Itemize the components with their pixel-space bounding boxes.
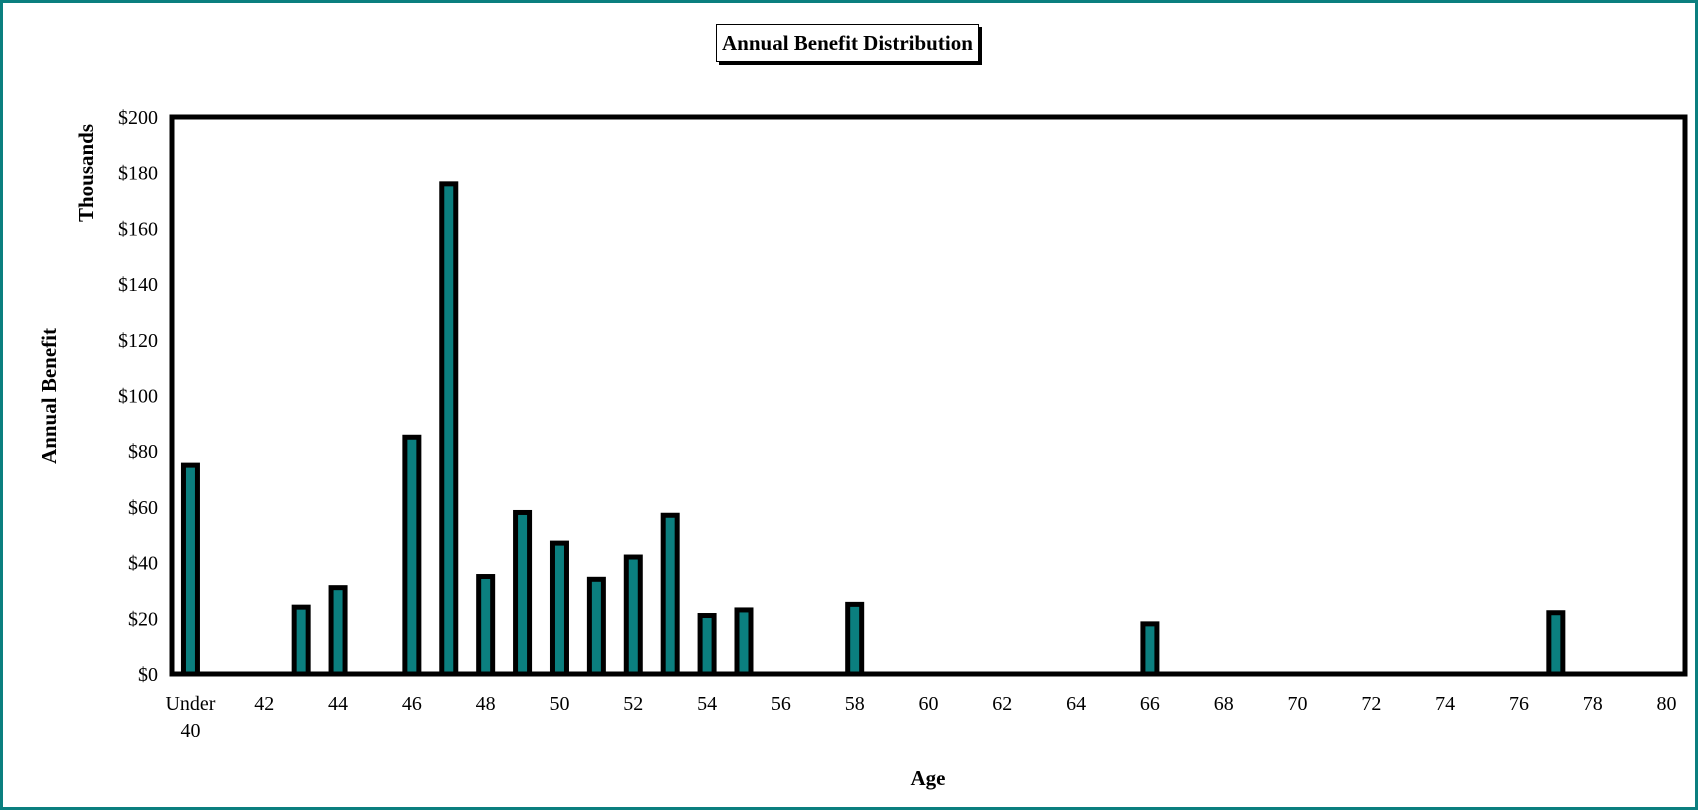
bar xyxy=(552,543,566,674)
y-tick-label: $200 xyxy=(118,107,158,129)
x-axis-title: Age xyxy=(911,766,946,790)
y-tick-label: $0 xyxy=(138,664,158,686)
x-tick-label: 44 xyxy=(328,693,348,715)
x-tick-label: 42 xyxy=(254,693,274,715)
bar xyxy=(663,515,677,674)
bar xyxy=(626,557,640,674)
bar xyxy=(405,437,419,674)
x-tick-label: 56 xyxy=(771,693,791,715)
x-tick-label: Under 40 xyxy=(165,693,215,742)
x-tick-label: 64 xyxy=(1066,693,1086,715)
x-tick-label: 78 xyxy=(1583,693,1603,715)
x-tick-label: 54 xyxy=(697,693,717,715)
bar xyxy=(700,616,714,674)
bar xyxy=(589,579,603,674)
y-tick-label: $100 xyxy=(118,386,158,408)
y-axis-unit-label: Thousands xyxy=(74,124,98,222)
bar xyxy=(331,588,345,674)
y-axis-title: Annual Benefit xyxy=(37,328,61,464)
bar xyxy=(848,604,862,674)
plot-area xyxy=(172,117,1685,674)
x-tick-label: 74 xyxy=(1435,693,1455,715)
x-tick-label: 80 xyxy=(1657,693,1677,715)
x-tick-label: 58 xyxy=(845,693,865,715)
x-tick-label: 60 xyxy=(919,693,939,715)
chart-title: Annual Benefit Distribution xyxy=(716,24,979,62)
bar xyxy=(516,512,530,674)
y-tick-label: $120 xyxy=(118,330,158,352)
y-tick-label: $180 xyxy=(118,163,158,185)
x-tick-label: 48 xyxy=(476,693,496,715)
bar xyxy=(183,465,197,674)
y-tick-label: $140 xyxy=(118,274,158,296)
y-tick-label: $80 xyxy=(128,441,158,463)
chart-canvas: $0 $20 $40 $60 $80 $100 $120 $140 $160 $180 $200 U… xyxy=(3,3,1695,807)
x-tick-label: 46 xyxy=(402,693,422,715)
y-tick-label: $60 xyxy=(128,497,158,519)
bar xyxy=(442,184,456,674)
x-tick-label: 76 xyxy=(1509,693,1529,715)
x-tick-label: 72 xyxy=(1361,693,1381,715)
plot-area-group xyxy=(172,117,1685,674)
y-tick-label: $20 xyxy=(128,608,158,630)
x-axis-ticks: Under 40 42 44 46 48 50 52 54 56 58 60 62 64 66 68 70 72 7… xyxy=(165,693,1676,742)
x-tick-label: 62 xyxy=(992,693,1012,715)
x-tick-label: 70 xyxy=(1288,693,1308,715)
x-tick-label: 66 xyxy=(1140,693,1160,715)
x-tick-label: 68 xyxy=(1214,693,1234,715)
y-tick-label: $40 xyxy=(128,553,158,575)
bar xyxy=(479,577,493,674)
bar xyxy=(294,607,308,674)
bar xyxy=(737,610,751,674)
y-axis-ticks: $0 $20 $40 $60 $80 $100 $120 $140 $160 $180 $200 xyxy=(118,107,158,686)
x-tick-label: 50 xyxy=(549,693,569,715)
x-tick-label: 52 xyxy=(623,693,643,715)
bar xyxy=(1549,613,1563,674)
bar xyxy=(1143,624,1157,674)
y-tick-label: $160 xyxy=(118,218,158,240)
